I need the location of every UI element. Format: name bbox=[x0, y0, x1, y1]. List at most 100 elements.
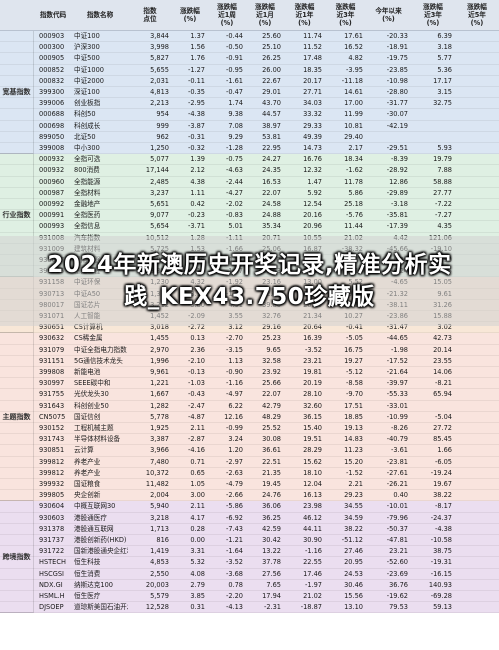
value-cell: 17.94 bbox=[262, 592, 281, 600]
table-row: HSTECH 恒生科技 4,853 5.32 -3.52 37.78 22.55 20.95 -… bbox=[0, 557, 499, 569]
index-code: 899050 bbox=[39, 132, 65, 141]
value-cell: -31.47 bbox=[386, 323, 408, 332]
value-cell: 4,853 bbox=[150, 558, 169, 567]
value-cell: 1.20 bbox=[228, 446, 243, 455]
index-name: 恒生医疗 bbox=[74, 592, 101, 600]
value-cell: 27.77 bbox=[433, 188, 452, 197]
value-cell: 22.95 bbox=[262, 144, 281, 152]
index-code: 000300 bbox=[39, 43, 65, 52]
table-row: 000960 全指能源 2,485 4.38 -2.44 16.53 1.47 11.78 12… bbox=[0, 177, 499, 188]
value-cell: 9.29 bbox=[228, 132, 243, 141]
value-cell: 2,970 bbox=[150, 345, 169, 354]
value-cell: 27.56 bbox=[262, 569, 281, 578]
value-cell: -50.37 bbox=[386, 524, 408, 533]
value-cell: 17.17 bbox=[433, 76, 452, 85]
value-cell: 27.72 bbox=[433, 424, 452, 432]
value-cell: 4.38 bbox=[190, 177, 205, 186]
value-cell: 3,966 bbox=[150, 446, 169, 455]
value-cell: 15.56 bbox=[344, 592, 363, 600]
value-cell: 36.25 bbox=[262, 513, 281, 522]
value-cell: -8.39 bbox=[390, 155, 408, 164]
value-cell: 2.79 bbox=[190, 580, 205, 589]
value-cell: 21.35 bbox=[262, 468, 281, 477]
value-cell: 35.34 bbox=[262, 222, 281, 231]
value-cell: 22.07 bbox=[262, 188, 281, 197]
value-cell: -10.01 bbox=[386, 502, 408, 511]
index-code: 931079 bbox=[39, 345, 65, 354]
value-cell: -39.97 bbox=[386, 379, 408, 388]
value-cell: -1.28 bbox=[225, 144, 243, 152]
table-row: 931151 5G通信技术龙头 1,996 -2.10 1.13 32.58 23.21 19… bbox=[0, 356, 499, 367]
value-cell: -1.61 bbox=[225, 76, 243, 85]
value-cell: 26.25 bbox=[262, 54, 281, 63]
value-cell: -6.05 bbox=[434, 457, 452, 466]
value-cell: -1.27 bbox=[187, 65, 205, 74]
value-cell: -3.18 bbox=[390, 200, 408, 208]
value-cell: -3.68 bbox=[225, 569, 243, 578]
value-cell: -0.31 bbox=[187, 132, 205, 141]
value-cell bbox=[411, 401, 455, 411]
index-code: 399812 bbox=[39, 457, 65, 466]
index-name: 道琼斯美国石油开发与生产 bbox=[74, 603, 128, 612]
value-cell: -2.02 bbox=[225, 200, 243, 208]
value-cell: 1.47 bbox=[307, 177, 322, 186]
value-cell: 3.00 bbox=[190, 491, 205, 500]
header-cell-3: 指数 点位 bbox=[143, 7, 157, 23]
table-row: 930997 SEEE碳中和 1,221 -1.03 -1.16 25.66 20.19 -8… bbox=[0, 378, 499, 390]
index-code: 930603 bbox=[39, 513, 65, 522]
index-code: 930851 bbox=[39, 446, 65, 455]
header-cell-7: 涨跌幅 近1年 (%) bbox=[294, 3, 315, 27]
value-cell: 24.53 bbox=[344, 569, 363, 578]
value-cell: -10.99 bbox=[386, 412, 408, 421]
value-cell: 29.01 bbox=[262, 88, 281, 96]
value-cell: 1.74 bbox=[228, 99, 243, 108]
value-cell: -31.77 bbox=[386, 99, 408, 108]
index-name: 国证粮食 bbox=[74, 480, 101, 488]
table-row: 930604 中概互联网30 5,940 2.11 -5.86 36.06 23.98 34.… bbox=[0, 501, 499, 513]
header-cell-0 bbox=[0, 0, 34, 30]
value-cell: 2.11 bbox=[190, 424, 205, 432]
value-cell bbox=[411, 121, 455, 131]
value-cell: 5,778 bbox=[150, 412, 169, 421]
header-cell-4: 涨跌幅 (%) bbox=[180, 7, 200, 23]
value-cell: 15.40 bbox=[303, 424, 322, 432]
value-cell: -4.16 bbox=[187, 446, 205, 455]
value-cell: 1,455 bbox=[150, 334, 169, 343]
value-cell: 7,480 bbox=[150, 457, 169, 466]
value-cell: 36.76 bbox=[389, 580, 408, 589]
value-cell: -4.79 bbox=[225, 480, 243, 488]
value-cell: -10.98 bbox=[386, 76, 408, 85]
value-cell: -0.13 bbox=[187, 368, 205, 376]
value-cell: 11.78 bbox=[344, 177, 363, 186]
value-cell: 10.81 bbox=[344, 121, 363, 130]
value-cell: 1,250 bbox=[150, 144, 169, 152]
index-name: 全指医药 bbox=[74, 211, 101, 220]
value-cell: -28.92 bbox=[386, 166, 408, 175]
value-cell: 0.71 bbox=[190, 457, 205, 466]
value-cell: 28.29 bbox=[303, 446, 322, 455]
value-cell: 5.32 bbox=[190, 558, 205, 567]
value-cell: 0.40 bbox=[393, 491, 408, 500]
section-band bbox=[0, 31, 499, 155]
value-cell: -8.26 bbox=[390, 424, 408, 432]
index-name: 央企创新 bbox=[74, 491, 101, 500]
value-cell: 9.65 bbox=[266, 345, 281, 354]
index-code: 000993 bbox=[39, 222, 65, 231]
value-cell: -23.81 bbox=[386, 457, 408, 466]
value-cell: -69.28 bbox=[430, 592, 452, 600]
table-row: 930651 CS计算机 3,018 -2.72 3.12 29.16 20.64 -0.41… bbox=[0, 322, 499, 334]
value-cell: 16.75 bbox=[344, 345, 363, 354]
index-code: NDX.GI bbox=[39, 580, 63, 589]
value-cell: 20.17 bbox=[303, 76, 322, 85]
table-row: 930603 港股通医疗 3,218 4.17 -6.92 36.25 46.12 34.59… bbox=[0, 513, 499, 524]
index-code: 000992 bbox=[39, 200, 65, 208]
value-cell: 17.61 bbox=[344, 32, 363, 40]
table-row: HSML.H 恒生医疗 5,579 3.85 -2.20 17.94 21.02 15.56 -… bbox=[0, 591, 499, 603]
index-code: 000932 bbox=[39, 155, 65, 164]
table-row: 930851 云计算 3,966 -4.16 1.20 36.61 28.29 11.23 -3… bbox=[0, 445, 499, 457]
value-cell: 5,827 bbox=[150, 54, 169, 63]
table-row: 931378 港股通互联网 1,713 0.28 -7.43 42.59 44.11 38.2… bbox=[0, 524, 499, 535]
table-row: 399006 创业板指 2,213 -2.95 1.74 43.70 34.03 17.00 -… bbox=[0, 98, 499, 110]
value-cell: 48.29 bbox=[262, 412, 281, 421]
